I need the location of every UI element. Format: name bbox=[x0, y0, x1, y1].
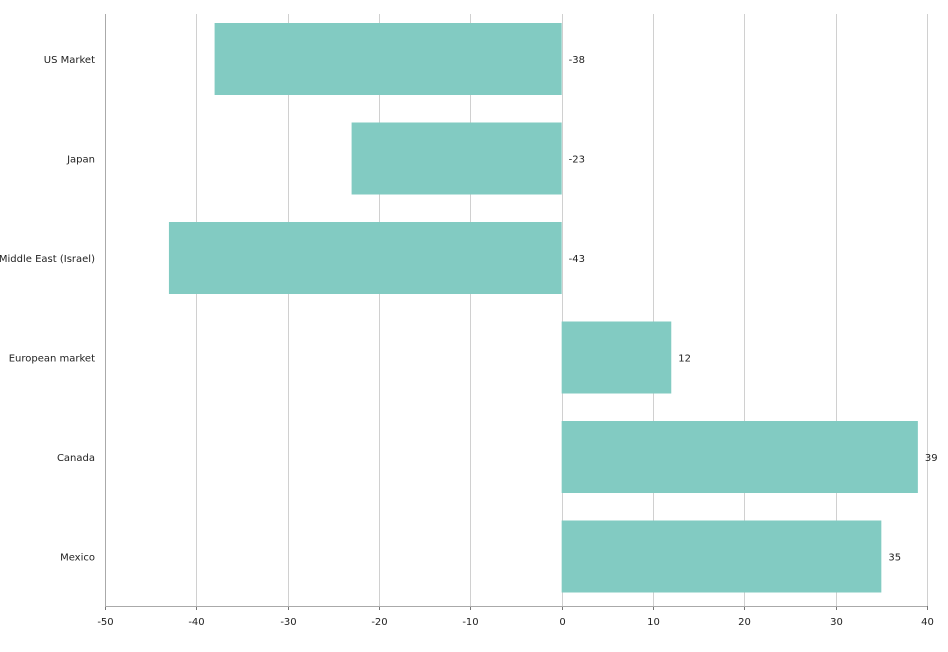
data-label: -38 bbox=[569, 55, 585, 66]
labels: -50 -40 -30 -20 -10 0 10 20 30 40 US Market -38 Japa… bbox=[0, 55, 938, 628]
gridlines bbox=[196, 14, 928, 606]
bar bbox=[561, 321, 672, 394]
x-tick-label: 20 bbox=[738, 617, 751, 628]
x-tick-label: 30 bbox=[830, 617, 843, 628]
x-tick-label: 10 bbox=[647, 617, 660, 628]
x-tick-label: -50 bbox=[97, 617, 113, 628]
category-label: European market bbox=[9, 354, 95, 365]
bar bbox=[351, 122, 562, 195]
data-label: -23 bbox=[569, 155, 585, 166]
category-label: Japan bbox=[66, 155, 95, 166]
x-tick-label: 0 bbox=[559, 617, 565, 628]
bar bbox=[561, 520, 882, 593]
x-tick-label: -40 bbox=[188, 617, 204, 628]
data-label: 39 bbox=[925, 453, 938, 464]
bar bbox=[168, 222, 562, 294]
bar bbox=[214, 23, 562, 95]
category-label: Mexico bbox=[60, 553, 95, 564]
category-label: US Market bbox=[44, 55, 95, 66]
x-tick-label: 40 bbox=[921, 617, 934, 628]
x-tick-label: -20 bbox=[371, 617, 387, 628]
x-tick-label: -10 bbox=[462, 617, 478, 628]
category-label: Middle East (Israel) bbox=[0, 254, 95, 265]
axes bbox=[105, 14, 928, 610]
category-label: Canada bbox=[57, 453, 95, 464]
data-label: -43 bbox=[569, 254, 585, 265]
bar bbox=[561, 421, 918, 493]
x-tick-label: -30 bbox=[280, 617, 296, 628]
bars bbox=[168, 23, 918, 593]
data-label: 35 bbox=[888, 553, 901, 564]
data-label: 12 bbox=[678, 354, 691, 365]
